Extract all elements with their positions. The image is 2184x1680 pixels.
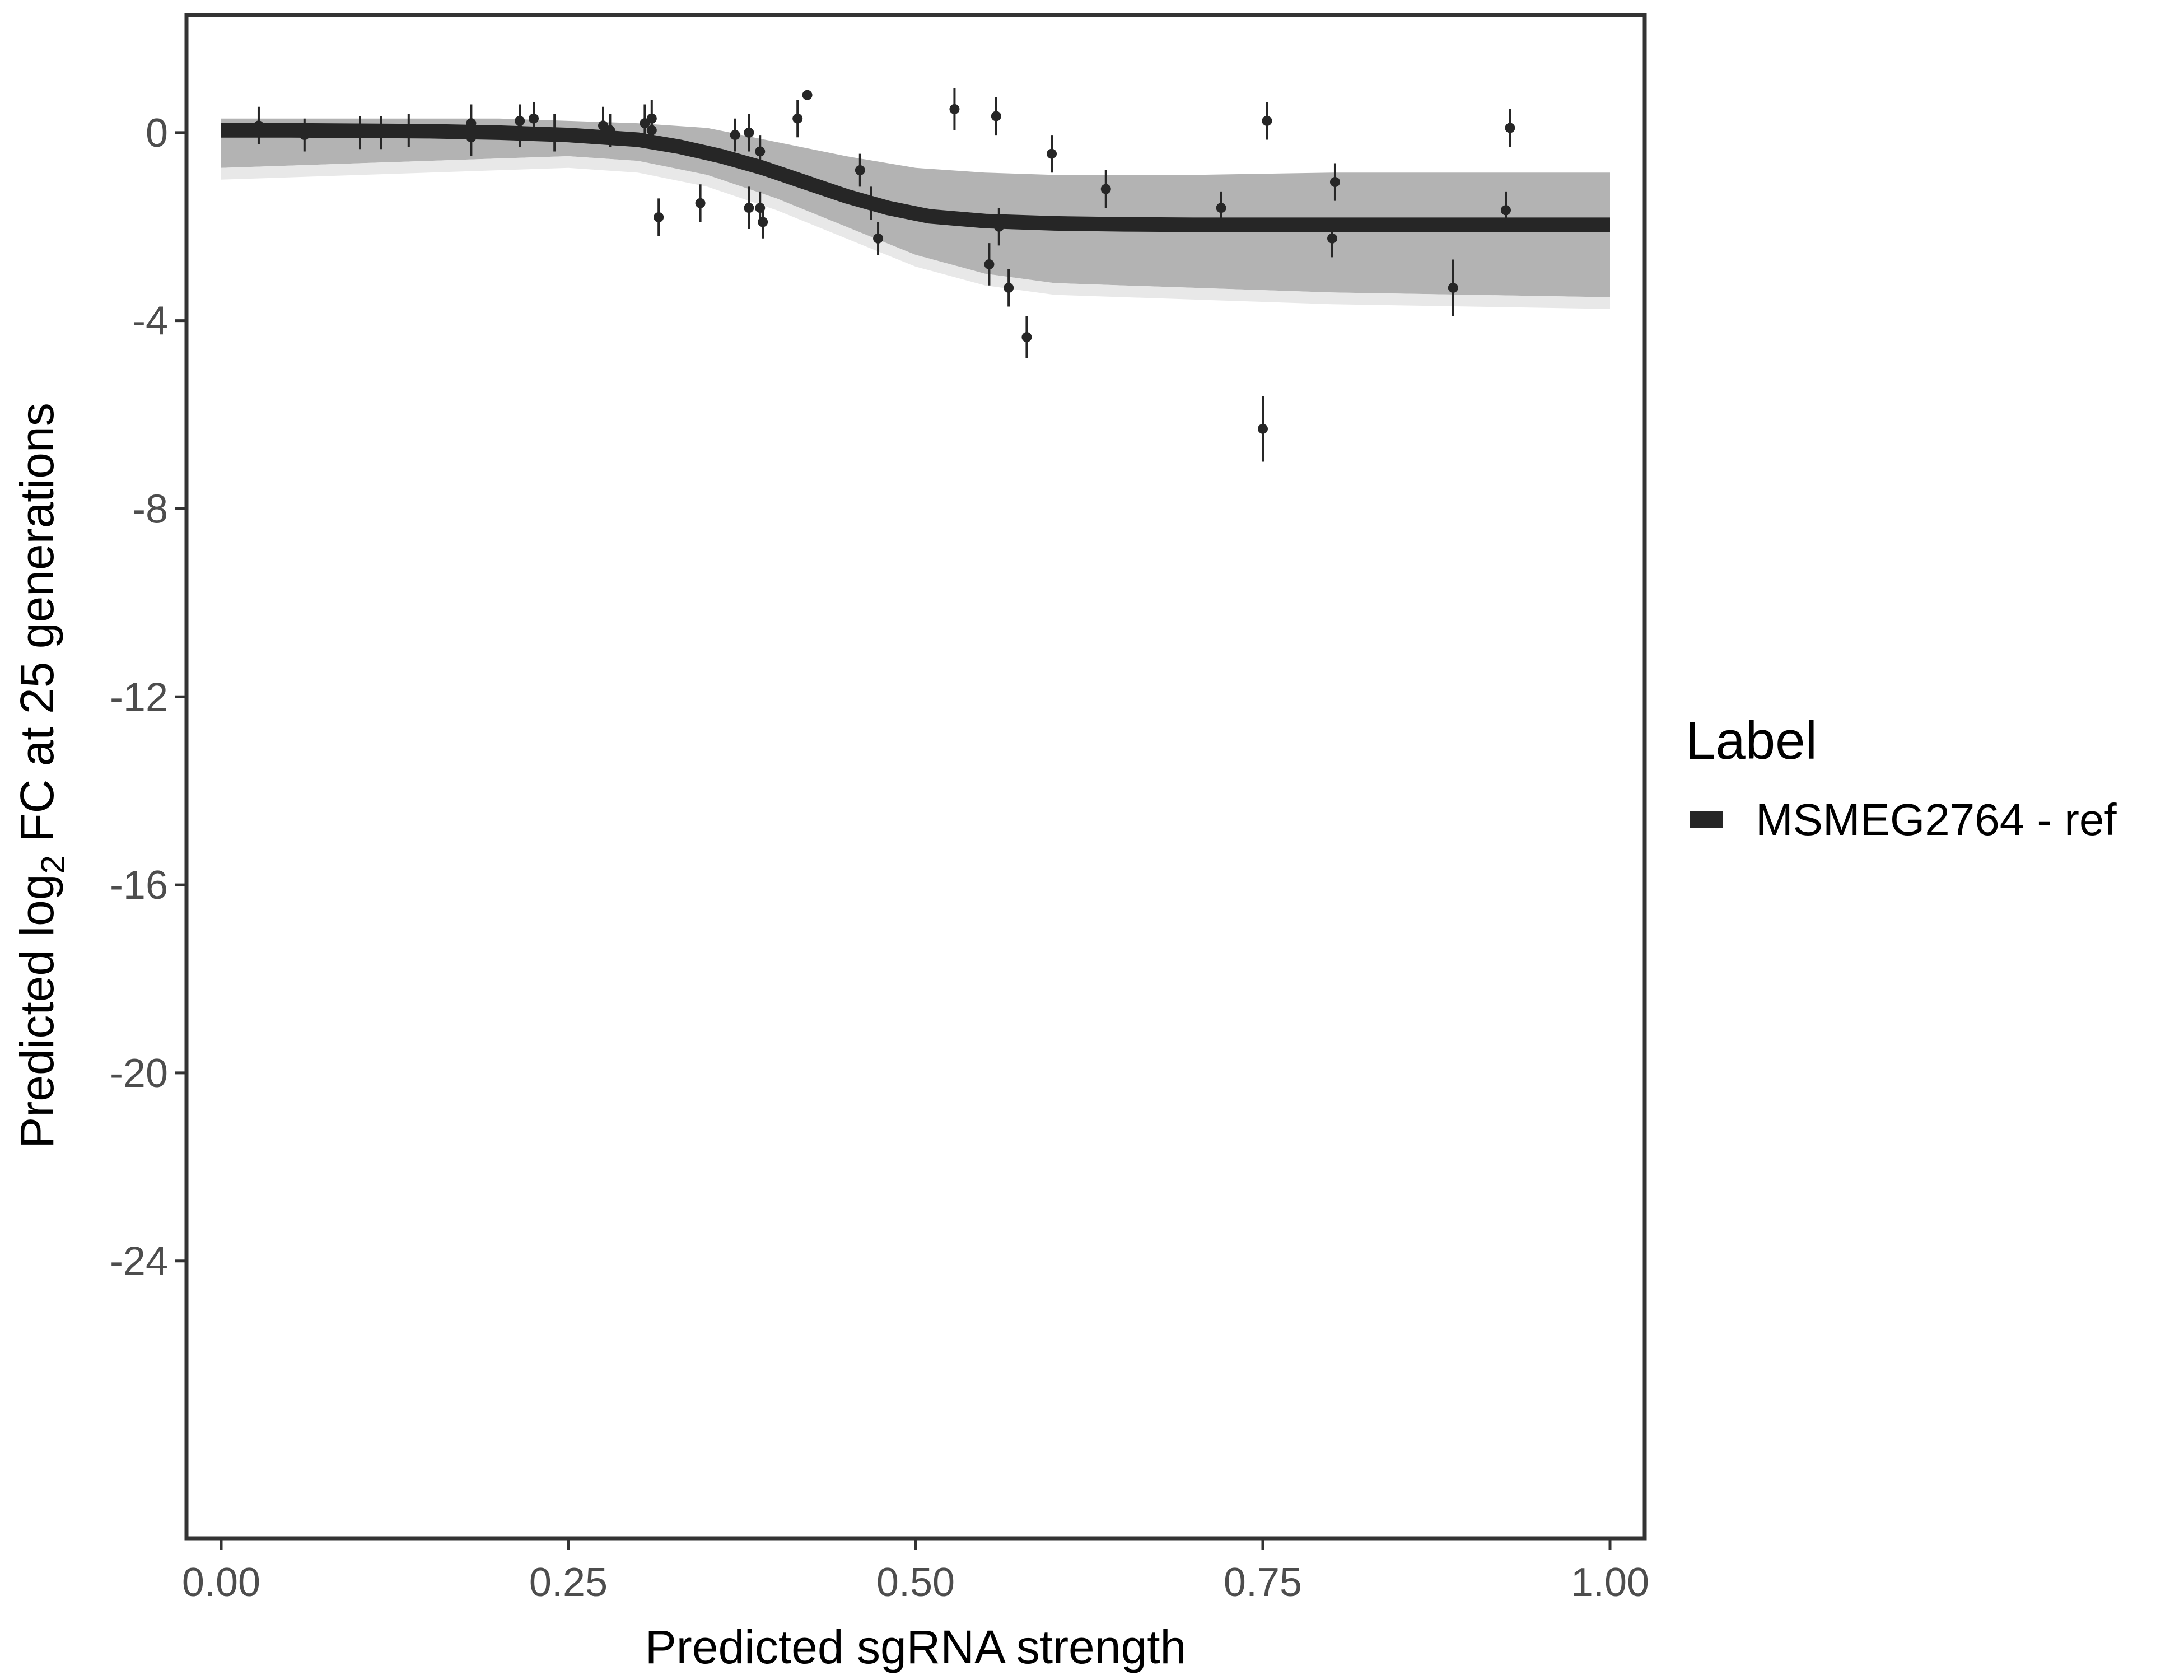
- y-axis-title-subscript: 2: [34, 855, 72, 874]
- data-point: [1216, 203, 1226, 213]
- legend-key-swatch: [1690, 811, 1723, 828]
- data-point: [549, 127, 560, 138]
- data-point: [744, 127, 754, 138]
- data-point: [1505, 123, 1515, 133]
- data-point: [695, 198, 706, 208]
- x-tick-label: 0.50: [876, 1560, 955, 1605]
- data-point: [758, 217, 768, 227]
- fit-curve-layer: [221, 123, 1610, 232]
- data-point: [755, 146, 766, 157]
- data-point: [403, 125, 414, 136]
- data-point: [744, 203, 754, 213]
- data-point: [949, 104, 960, 114]
- data-point: [1021, 332, 1032, 343]
- y-axis-title-suffix: FC at 25 generations: [11, 403, 63, 855]
- data-point: [873, 233, 884, 244]
- y-axis-title-prefix: Predicted log: [11, 874, 63, 1148]
- data-point: [1100, 184, 1111, 194]
- data-point: [1501, 205, 1511, 216]
- data-point: [355, 127, 365, 138]
- y-axis-title: Predicted log2 FC at 25 generations: [11, 403, 72, 1149]
- data-point: [802, 90, 813, 100]
- data-point: [376, 127, 386, 138]
- data-point: [730, 130, 740, 141]
- data-point: [1262, 115, 1272, 126]
- uncertainty-band-fringe: [221, 156, 1610, 309]
- y-tick-label: -8: [132, 487, 168, 531]
- data-point: [299, 130, 310, 141]
- y-tick-label: -24: [110, 1239, 168, 1284]
- x-axis-ticks: 0.00 0.25 0.50 0.75 1.00: [182, 1540, 1649, 1605]
- y-tick-label: -12: [110, 675, 168, 720]
- x-tick-label: 1.00: [1571, 1560, 1649, 1605]
- y-tick-label: -4: [132, 299, 168, 344]
- data-point: [605, 125, 615, 136]
- data-point: [1258, 423, 1268, 434]
- x-tick-label: 0.25: [529, 1560, 608, 1605]
- data-point: [1047, 148, 1057, 159]
- data-point: [866, 198, 876, 208]
- data-point: [1327, 233, 1337, 244]
- data-point: [1448, 282, 1458, 293]
- data-point: [1004, 282, 1014, 293]
- y-tick-label: -16: [110, 863, 168, 908]
- legend-title: Label: [1686, 711, 1817, 771]
- legend: Label MSMEG2764 - ref: [1686, 711, 2117, 844]
- y-axis-ticks: 0 -4 -8 -12 -16 -20 -24: [110, 111, 185, 1284]
- x-tick-label: 0.75: [1224, 1560, 1302, 1605]
- x-tick-label: 0.00: [182, 1560, 260, 1605]
- data-point: [1329, 177, 1340, 188]
- data-point: [654, 212, 664, 222]
- data-point: [855, 165, 865, 176]
- data-point: [529, 113, 539, 124]
- data-point: [984, 259, 995, 269]
- data-points: [253, 88, 1515, 462]
- plot-panel-border: [184, 13, 1647, 1541]
- data-point: [253, 120, 264, 131]
- data-point: [466, 132, 477, 143]
- fit-curve: [221, 123, 1610, 232]
- y-tick-label: 0: [146, 111, 168, 156]
- legend-entry-label: MSMEG2764 - ref: [1756, 795, 2117, 844]
- data-point: [646, 125, 657, 136]
- y-tick-label: -20: [110, 1051, 168, 1096]
- data-point: [991, 111, 1001, 122]
- x-axis-title: Predicted sgRNA strength: [645, 1621, 1187, 1673]
- data-point: [993, 221, 1004, 232]
- data-point: [515, 125, 525, 136]
- data-point: [792, 113, 803, 124]
